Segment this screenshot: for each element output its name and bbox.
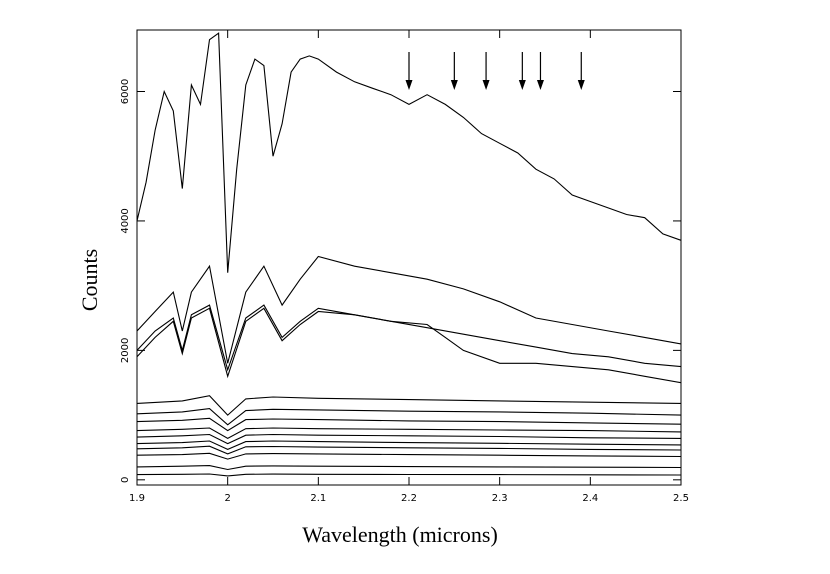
arrows-layer [405, 52, 585, 90]
x-tick-label-5: 2.3 [492, 493, 508, 504]
x-tick-label-1: 1.9 [129, 493, 145, 504]
x-tick-label-2: 2 [224, 493, 230, 504]
plot-frame [136, 29, 682, 486]
x-axis-label: Wavelength (microns) [302, 522, 498, 547]
y-tick-label-4: 6000 [120, 79, 131, 104]
series-line-12 [136, 452, 682, 460]
x-tick-label-6: 2.4 [582, 493, 598, 504]
series-line-8 [136, 427, 682, 440]
feature-arrow-6 [577, 52, 585, 90]
series-line-14 [136, 473, 682, 477]
series-line-1 [136, 32, 682, 273]
x-tick-label-7: 2.5 [673, 493, 689, 504]
y-axis-label: Counts [77, 248, 102, 312]
series-line-9 [136, 433, 682, 445]
feature-arrow-3 [482, 52, 490, 90]
feature-arrow-4 [518, 52, 526, 90]
series-line-11 [136, 445, 682, 455]
feature-arrow-2 [450, 52, 458, 90]
series-line-2 [136, 255, 682, 364]
series-line-4 [136, 307, 682, 379]
axes-layer: 1.9 2 2.1 2.2 2.3 2.4 2.5 0 2000 4000 6000 [120, 30, 689, 504]
y-tick-label-3: 4000 [120, 208, 131, 233]
y-tick-label-1: 0 [120, 477, 131, 483]
series-line-5 [136, 395, 682, 416]
feature-arrow-5 [536, 52, 544, 90]
series-line-7 [136, 417, 682, 432]
series-line-13 [136, 465, 682, 471]
x-tick-label-4: 2.2 [401, 493, 417, 504]
series-layer [136, 32, 682, 477]
series-line-6 [136, 408, 682, 426]
feature-arrow-1 [405, 52, 413, 90]
x-tick-label-3: 2.1 [310, 493, 326, 504]
series-line-3 [136, 304, 682, 384]
y-tick-label-2: 2000 [120, 338, 131, 363]
series-line-10 [136, 440, 682, 451]
